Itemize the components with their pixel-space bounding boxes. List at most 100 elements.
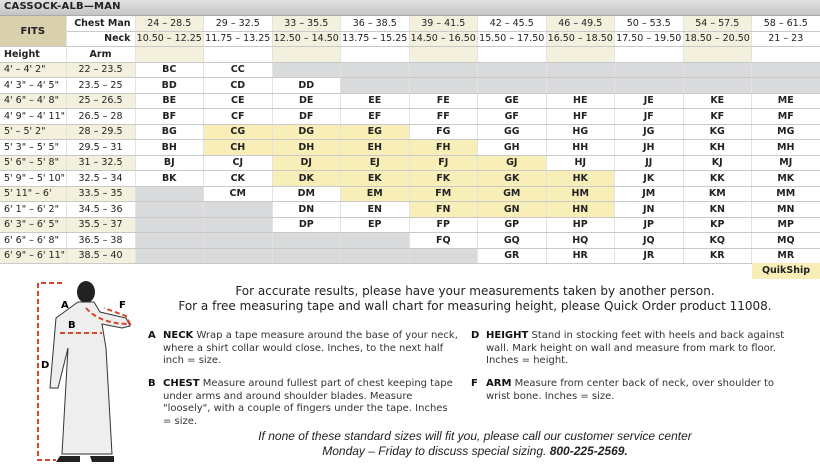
size-code[interactable]: KR bbox=[683, 248, 752, 264]
size-code[interactable]: EP bbox=[340, 217, 410, 233]
size-code[interactable]: EE bbox=[340, 93, 410, 109]
size-code[interactable]: DK bbox=[272, 170, 341, 187]
size-code[interactable]: JR bbox=[614, 248, 684, 264]
size-code[interactable]: HJ bbox=[546, 155, 615, 171]
size-code[interactable]: HH bbox=[546, 139, 615, 156]
size-code[interactable]: DP bbox=[272, 217, 341, 233]
size-code[interactable]: KM bbox=[683, 186, 752, 202]
size-code[interactable]: CJ bbox=[203, 155, 273, 171]
size-code[interactable]: BD bbox=[135, 77, 204, 94]
size-code[interactable]: GK bbox=[477, 170, 547, 187]
size-code[interactable]: DN bbox=[272, 201, 341, 218]
size-code[interactable]: GG bbox=[477, 124, 547, 140]
size-code[interactable]: CE bbox=[203, 93, 273, 109]
size-code[interactable]: CK bbox=[203, 170, 273, 187]
size-code[interactable]: GP bbox=[477, 217, 547, 233]
size-code[interactable]: DG bbox=[272, 124, 341, 140]
size-code[interactable]: BE bbox=[135, 93, 204, 109]
size-code[interactable]: FM bbox=[409, 186, 478, 202]
size-code[interactable]: GR bbox=[477, 248, 547, 264]
size-code[interactable]: EK bbox=[340, 170, 410, 187]
size-code[interactable]: MF bbox=[751, 108, 820, 125]
size-code[interactable]: GH bbox=[477, 139, 547, 156]
size-code[interactable]: HE bbox=[546, 93, 615, 109]
size-code[interactable]: CD bbox=[203, 77, 273, 94]
size-code[interactable]: JF bbox=[614, 108, 684, 125]
size-code[interactable]: EM bbox=[340, 186, 410, 202]
size-code[interactable]: FK bbox=[409, 170, 478, 187]
size-code[interactable]: JM bbox=[614, 186, 684, 202]
size-code[interactable]: MN bbox=[751, 201, 820, 218]
size-code[interactable]: CG bbox=[203, 124, 273, 140]
size-code[interactable]: MP bbox=[751, 217, 820, 233]
size-code[interactable]: CH bbox=[203, 139, 273, 156]
size-code[interactable]: MG bbox=[751, 124, 820, 140]
size-code[interactable]: FH bbox=[409, 139, 478, 156]
size-code[interactable]: ME bbox=[751, 93, 820, 109]
size-code[interactable]: BJ bbox=[135, 155, 204, 171]
size-code[interactable]: KP bbox=[683, 217, 752, 233]
size-code[interactable]: BG bbox=[135, 124, 204, 140]
size-code[interactable]: GQ bbox=[477, 232, 547, 249]
size-code[interactable]: BH bbox=[135, 139, 204, 156]
size-code[interactable]: DM bbox=[272, 186, 341, 202]
size-code[interactable]: DD bbox=[272, 77, 341, 94]
size-code[interactable]: MM bbox=[751, 186, 820, 202]
size-code[interactable]: JE bbox=[614, 93, 684, 109]
size-code[interactable]: KH bbox=[683, 139, 752, 156]
size-code[interactable]: HR bbox=[546, 248, 615, 264]
size-code[interactable]: MJ bbox=[751, 155, 820, 171]
size-code[interactable]: HG bbox=[546, 124, 615, 140]
size-code[interactable]: JP bbox=[614, 217, 684, 233]
size-code[interactable]: JQ bbox=[614, 232, 684, 249]
size-code[interactable]: HF bbox=[546, 108, 615, 125]
size-code[interactable]: EN bbox=[340, 201, 410, 218]
size-code[interactable]: CF bbox=[203, 108, 273, 125]
size-code[interactable]: HP bbox=[546, 217, 615, 233]
size-code[interactable]: EF bbox=[340, 108, 410, 125]
size-code[interactable]: CM bbox=[203, 186, 273, 202]
size-code[interactable]: EH bbox=[340, 139, 410, 156]
size-code[interactable]: GM bbox=[477, 186, 547, 202]
size-code[interactable]: EJ bbox=[340, 155, 410, 171]
size-code[interactable]: BK bbox=[135, 170, 204, 187]
size-code[interactable]: KN bbox=[683, 201, 752, 218]
size-code[interactable]: MR bbox=[751, 248, 820, 264]
size-code[interactable]: FG bbox=[409, 124, 478, 140]
size-code[interactable]: FQ bbox=[409, 232, 478, 249]
size-code[interactable]: HN bbox=[546, 201, 615, 218]
size-code[interactable]: FJ bbox=[409, 155, 478, 171]
size-code[interactable]: CC bbox=[203, 62, 273, 78]
size-code[interactable]: HM bbox=[546, 186, 615, 202]
size-code[interactable]: MQ bbox=[751, 232, 820, 249]
size-code[interactable]: DH bbox=[272, 139, 341, 156]
size-code[interactable]: MK bbox=[751, 170, 820, 187]
size-code[interactable]: JH bbox=[614, 139, 684, 156]
size-code[interactable]: JK bbox=[614, 170, 684, 187]
size-code[interactable]: HQ bbox=[546, 232, 615, 249]
size-code[interactable]: KQ bbox=[683, 232, 752, 249]
size-code[interactable]: JJ bbox=[614, 155, 684, 171]
size-code[interactable]: DF bbox=[272, 108, 341, 125]
size-code[interactable]: JN bbox=[614, 201, 684, 218]
size-code[interactable]: FF bbox=[409, 108, 478, 125]
size-code[interactable]: GJ bbox=[477, 155, 547, 171]
size-code[interactable]: GN bbox=[477, 201, 547, 218]
size-code[interactable]: FP bbox=[409, 217, 478, 233]
size-code[interactable]: GE bbox=[477, 93, 547, 109]
size-code[interactable]: BF bbox=[135, 108, 204, 125]
size-code[interactable]: KE bbox=[683, 93, 752, 109]
size-code[interactable]: HK bbox=[546, 170, 615, 187]
size-code[interactable]: DE bbox=[272, 93, 341, 109]
size-code[interactable]: KF bbox=[683, 108, 752, 125]
size-code[interactable]: KG bbox=[683, 124, 752, 140]
size-code[interactable]: EG bbox=[340, 124, 410, 140]
size-code[interactable]: FN bbox=[409, 201, 478, 218]
size-code[interactable]: GF bbox=[477, 108, 547, 125]
size-code[interactable]: JG bbox=[614, 124, 684, 140]
phone-number[interactable]: 800-225-2569. bbox=[549, 444, 628, 458]
size-code[interactable]: DJ bbox=[272, 155, 341, 171]
size-code[interactable]: KK bbox=[683, 170, 752, 187]
size-code[interactable]: FE bbox=[409, 93, 478, 109]
size-code[interactable]: MH bbox=[751, 139, 820, 156]
